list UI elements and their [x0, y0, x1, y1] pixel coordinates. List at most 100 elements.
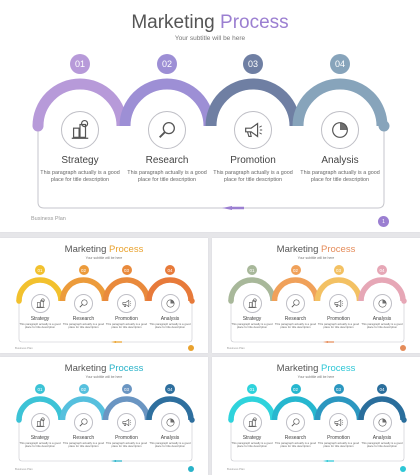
- step-icon-circle[interactable]: [329, 294, 348, 313]
- start-dot: [32, 120, 44, 132]
- step-icon-circle[interactable]: [30, 413, 50, 432]
- step-description: This paragraph actually is a good place …: [40, 170, 120, 183]
- step-number-badge: 03: [121, 265, 132, 275]
- page-number-dot: [188, 345, 194, 351]
- step-number-badge: 01: [247, 384, 257, 394]
- strategy-icon: [247, 417, 258, 428]
- step-label: Strategy: [30, 435, 50, 441]
- step-icon-circle[interactable]: [286, 294, 305, 313]
- step-icon-circle[interactable]: [74, 294, 93, 313]
- start-dot: [228, 298, 234, 304]
- slide-title: Marketing Process: [0, 363, 208, 374]
- step-description: This paragraph actually is a good place …: [149, 441, 191, 449]
- step-label: Promotion: [327, 435, 350, 441]
- step-number-badge: 01: [35, 265, 45, 275]
- slide-title: Marketing Process: [0, 244, 208, 255]
- page-number-dot: [400, 345, 406, 351]
- title-word-2: Process: [220, 12, 289, 33]
- title-word-1: Marketing: [131, 12, 215, 33]
- title-word-1: Marketing: [276, 363, 319, 374]
- step-number-badge: 04: [165, 265, 175, 275]
- step-label: Strategy: [30, 316, 50, 322]
- step-number-badge: 04: [330, 54, 350, 74]
- page-number-dot: [188, 466, 194, 472]
- step-number-badge: 02: [157, 54, 177, 74]
- step-icon-circle[interactable]: [329, 413, 348, 432]
- pie-chart-icon: [165, 417, 176, 428]
- step-number-badge: 01: [247, 265, 257, 275]
- step-icon-circle[interactable]: [61, 111, 99, 149]
- direction-arrow-icon: [323, 460, 328, 462]
- step-label: Strategy: [242, 316, 262, 322]
- step-icon-circle[interactable]: [242, 294, 262, 313]
- step-icon-circle[interactable]: [286, 413, 305, 432]
- step-icon-circle[interactable]: [372, 294, 392, 313]
- step-description: This paragraph actually is a good place …: [19, 441, 61, 449]
- page-number-dot: 1: [378, 216, 389, 227]
- direction-arrow-icon: [323, 341, 328, 343]
- step-label: Analysis: [321, 155, 359, 166]
- magnifier-icon: [290, 417, 301, 428]
- slide-main[interactable]: Marketing Process Your subtitle will be h…: [0, 0, 420, 232]
- magnifier-icon: [78, 417, 89, 428]
- slide-subtitle: Your subtitle will be here: [174, 35, 246, 42]
- page-number-dot: [400, 466, 406, 472]
- step-description: This paragraph actually is a good place …: [105, 322, 148, 330]
- end-dot: [378, 120, 390, 132]
- step-label: Strategy: [242, 435, 262, 441]
- direction-arrow-icon: [222, 206, 232, 210]
- megaphone-icon: [242, 119, 264, 141]
- step-icon-circle[interactable]: [117, 294, 136, 313]
- step-icon-circle[interactable]: [160, 294, 180, 313]
- step-icon-circle[interactable]: [148, 111, 186, 149]
- magnifier-icon: [156, 119, 178, 141]
- step-number-badge: 03: [243, 54, 263, 74]
- slide-variant-pastel[interactable]: Marketing Process Your subtitle will be h…: [212, 238, 420, 353]
- step-icon-circle[interactable]: [234, 111, 272, 149]
- footer-label: Business Plan: [15, 346, 33, 350]
- end-dot: [401, 298, 407, 304]
- step-description: This paragraph actually is a good place …: [274, 322, 317, 330]
- step-icon-circle[interactable]: [117, 413, 136, 432]
- step-icon-circle[interactable]: [321, 111, 359, 149]
- step-label: Research: [72, 435, 95, 441]
- step-label: Research: [284, 316, 307, 322]
- step-number-badge: 01: [70, 54, 90, 74]
- slide-variant-blue[interactable]: Marketing Process Your subtitle will be h…: [0, 357, 208, 475]
- step-description: This paragraph actually is a good place …: [361, 441, 403, 449]
- title-word-2: Process: [109, 363, 144, 374]
- step-label: Analysis: [160, 316, 180, 322]
- step-description: This paragraph actually is a good place …: [62, 322, 105, 330]
- step-icon-circle[interactable]: [242, 413, 262, 432]
- slide-subtitle: Your subtitle will be here: [85, 375, 123, 379]
- step-number-badge: 02: [78, 265, 89, 275]
- slide-subtitle: Your subtitle will be here: [297, 256, 335, 260]
- end-dot: [189, 417, 195, 423]
- step-icon-circle[interactable]: [160, 413, 180, 432]
- step-icon-circle[interactable]: [74, 413, 93, 432]
- strategy-icon: [35, 298, 46, 309]
- title-word-1: Marketing: [276, 244, 319, 255]
- start-dot: [228, 417, 234, 423]
- step-description: This paragraph actually is a good place …: [19, 322, 61, 330]
- slide-title: Marketing Process: [212, 244, 420, 255]
- step-icon-circle[interactable]: [30, 294, 50, 313]
- step-description: This paragraph actually is a good place …: [300, 170, 380, 183]
- step-icon-circle[interactable]: [372, 413, 392, 432]
- step-label: Analysis: [160, 435, 180, 441]
- slide-subtitle: Your subtitle will be here: [85, 256, 123, 260]
- slide-title: Marketing Process: [212, 363, 420, 374]
- step-number-badge: 03: [121, 384, 132, 394]
- step-number-badge: 03: [333, 384, 344, 394]
- megaphone-icon: [333, 298, 344, 309]
- step-number-badge: 02: [290, 384, 301, 394]
- footer-label: Business Plan: [227, 346, 245, 350]
- title-word-2: Process: [321, 244, 356, 255]
- step-description: This paragraph actually is a good place …: [213, 170, 293, 183]
- slide-variant-yellow[interactable]: Marketing Process Your subtitle will be h…: [0, 238, 208, 353]
- slide-variant-teal[interactable]: Marketing Process Your subtitle will be h…: [212, 357, 420, 475]
- direction-arrow-icon: [111, 460, 116, 462]
- strategy-icon: [247, 298, 258, 309]
- step-label: Analysis: [372, 316, 392, 322]
- strategy-icon: [35, 417, 46, 428]
